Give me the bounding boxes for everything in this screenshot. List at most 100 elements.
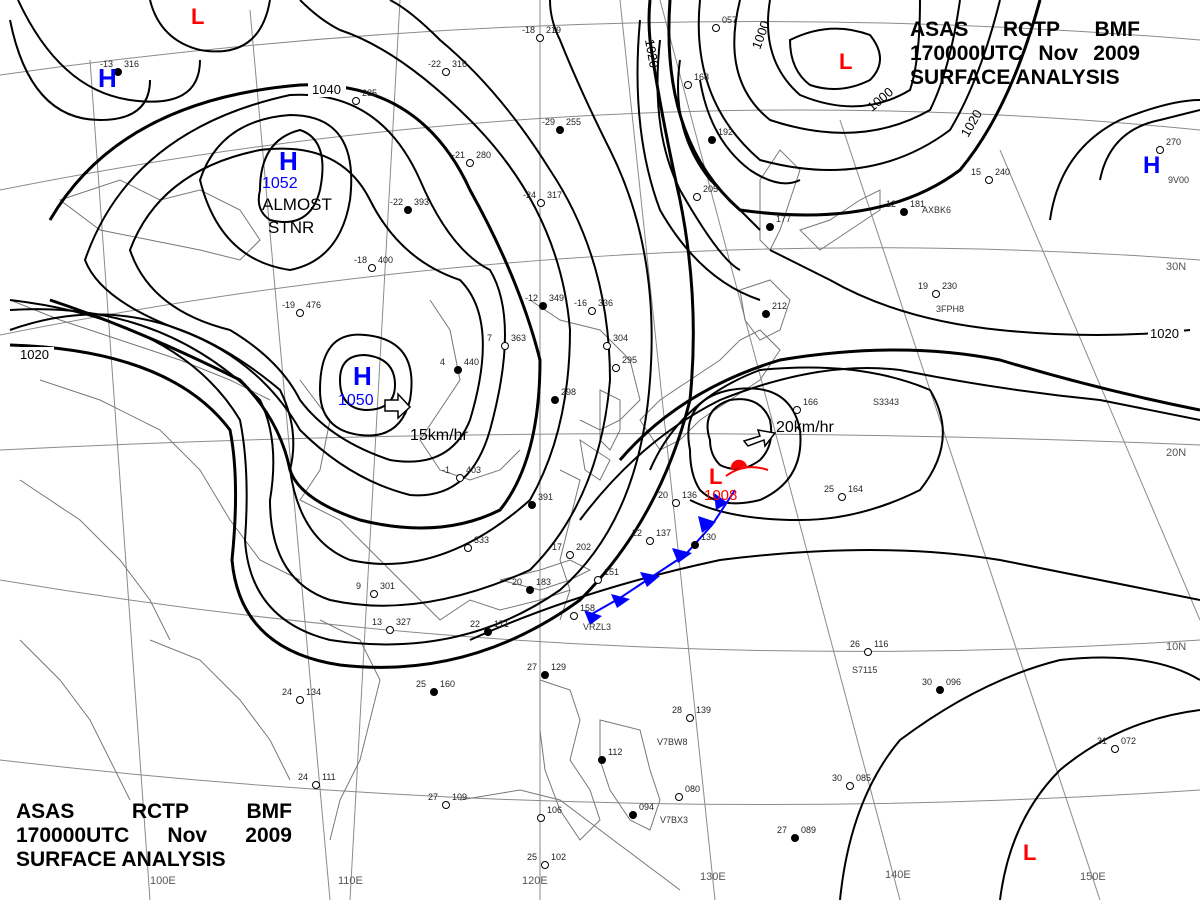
high-pressure-china: 1050	[338, 392, 374, 409]
station-pressure: 349	[549, 293, 564, 303]
station-marker	[693, 193, 701, 201]
cold-front	[584, 489, 736, 625]
station-pressure: 102	[551, 852, 566, 862]
station-pressure: 403	[466, 465, 481, 475]
station-pressure: 336	[598, 298, 613, 308]
station-marker	[464, 544, 472, 552]
station-temperature: 22	[632, 528, 642, 538]
station-pressure: 160	[440, 679, 455, 689]
station-pressure: 316	[124, 59, 139, 69]
cold-front-triangle	[698, 516, 716, 533]
title-valid-time: 170000UTC	[16, 824, 130, 847]
station-marker	[598, 756, 606, 764]
station-marker	[454, 366, 462, 374]
title-block-bottom-left: ASAS RCTP BMF 170000UTC Nov 2009 SURFACE…	[16, 800, 292, 872]
station-marker	[526, 586, 534, 594]
latitude-label: 10N	[1166, 641, 1186, 653]
station-pressure: 280	[476, 150, 491, 160]
cold-front-triangle	[672, 548, 692, 563]
motion-arrow-icon	[384, 392, 412, 420]
station-temperature: 9	[356, 581, 361, 591]
station-temperature: 25	[416, 679, 426, 689]
station-pressure: 183	[536, 577, 551, 587]
station-marker	[672, 499, 680, 507]
station-pressure: 136	[682, 490, 697, 500]
station-marker	[539, 302, 547, 310]
station-marker	[1156, 146, 1164, 154]
station-pressure: 316	[452, 59, 467, 69]
station-marker	[466, 159, 474, 167]
station-temperature: 30	[922, 677, 932, 687]
station-pressure: 112	[608, 747, 622, 757]
station-temperature: 20	[658, 490, 668, 500]
ship-id: VRZL3	[583, 622, 611, 632]
station-marker	[691, 541, 699, 549]
title-station: ASAS	[910, 18, 969, 41]
station-marker	[588, 307, 596, 315]
station-pressure: 295	[622, 355, 637, 365]
isobar-label: 1020	[20, 347, 49, 362]
station-marker	[541, 671, 549, 679]
station-plots: -13 316 -22 316-18 219-29 255-21 280-24 317-22 3…	[100, 15, 1181, 869]
station-temperature: 19	[918, 281, 928, 291]
station-temperature: -24	[523, 190, 536, 200]
station-pressure: 230	[942, 281, 957, 291]
cold-front-triangle	[714, 493, 728, 510]
station-pressure: 089	[801, 825, 816, 835]
station-pressure: 212	[772, 301, 787, 311]
isobar-label: 1020	[642, 38, 662, 69]
station-pressure: 219	[546, 25, 561, 35]
station-pressure: 151	[604, 567, 619, 577]
ship-id: S7115	[852, 665, 877, 675]
station-temperature: 24	[282, 687, 292, 697]
station-marker	[404, 206, 412, 214]
station-temperature: 27	[428, 792, 438, 802]
title-agency: BMF	[246, 800, 293, 823]
station-marker	[570, 612, 578, 620]
longitude-label: 100E	[150, 875, 176, 887]
station-pressure: 129	[551, 662, 566, 672]
longitude-label: 120E	[522, 875, 548, 887]
station-temperature: -1	[442, 465, 450, 475]
station-pressure: 085	[856, 773, 871, 783]
station-marker	[603, 342, 611, 350]
station-pressure: 301	[380, 581, 395, 591]
station-marker	[386, 626, 394, 634]
station-temperature: 31	[1097, 736, 1107, 746]
station-pressure: 111	[322, 772, 336, 782]
station-pressure: 164	[848, 484, 863, 494]
pressure-systems: H 1052 ALMOST STNR H 1050 15km/hr L 1008…	[98, 4, 1160, 865]
station-temperature: -29	[542, 117, 555, 127]
station-marker	[370, 590, 378, 598]
station-marker	[864, 648, 872, 656]
ship-id: V7BX3	[660, 815, 688, 825]
station-pressure: 440	[464, 357, 479, 367]
station-temperature: -13	[100, 59, 113, 69]
station-pressure: 391	[538, 492, 553, 502]
station-marker	[430, 688, 438, 696]
station-marker	[675, 793, 683, 801]
station-pressure: 327	[396, 617, 411, 627]
motion-arrows	[384, 392, 777, 448]
longitude-label: 140E	[885, 869, 911, 881]
station-marker	[985, 176, 993, 184]
ship-ids: VRZL3 V7BW8 V7BX3 3FPH8 S7115 S3343 AXBK…	[583, 175, 1189, 825]
station-pressure: 139	[696, 705, 711, 715]
station-pressure: 168	[694, 72, 709, 82]
station-pressure: 333	[474, 535, 489, 545]
station-pressure: 166	[803, 397, 818, 407]
title-month: Nov	[1038, 42, 1079, 65]
station-temperature: 15	[971, 167, 981, 177]
station-temperature: -18	[354, 255, 367, 265]
station-temperature: -22	[390, 197, 403, 207]
motion-arrow-icon	[742, 429, 777, 448]
title-product: SURFACE ANALYSIS	[910, 66, 1120, 89]
longitude-label: 130E	[700, 871, 726, 883]
station-temperature: -16	[574, 298, 587, 308]
latitude-label: 20N	[1166, 447, 1186, 459]
station-pressure: 363	[511, 333, 526, 343]
high-motion-china: 15km/hr	[410, 427, 468, 444]
station-temperature: -19	[282, 300, 295, 310]
